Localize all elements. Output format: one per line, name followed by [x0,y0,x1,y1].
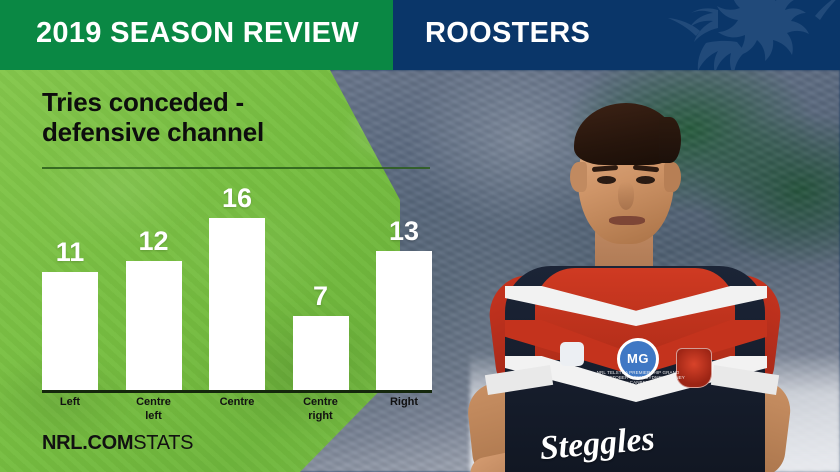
chart-axis-line [42,390,432,393]
header-team-name: ROOSTERS [425,17,591,49]
bar-column: 16 [209,183,265,392]
bar [125,261,182,392]
player-figure: MG NRL TELSTRA PREMIERSHIP GRAND FINAL O… [0,70,840,472]
player-eye-right [636,176,655,184]
player-nose [618,182,634,210]
x-axis-label: Centre right [303,396,338,422]
x-axis-label: Right [389,396,419,408]
bar-value-label: 12 [138,226,169,256]
jersey-grand-final-print: NRL TELSTRA PREMIERSHIP GRAND FINAL OCTO… [591,370,685,385]
bar [292,316,349,392]
bar [42,272,98,392]
title-divider [42,167,430,169]
player-ear-left [570,162,587,192]
player-ear-right [664,162,681,192]
bar-value-label: 13 [388,216,420,246]
bar-column: 11 [42,184,98,392]
bar [376,251,432,392]
club-crest-icon [676,348,712,388]
x-axis-label: Left [59,396,81,408]
player-mouth [609,216,645,225]
bar-column: 12 [125,184,182,392]
page-title: Tries conceded - defensive channel [42,87,402,148]
header-navy-band [393,0,840,70]
header-green-band [0,0,393,70]
bar-column: 7 [292,184,349,392]
header-title: 2019 SEASON REVIEW [36,17,359,49]
bar-chart: 11 12 16 7 13 [42,182,432,392]
player-hair [574,103,681,165]
brand-stats: STATS [133,432,194,454]
bar-value-label: 7 [312,281,329,311]
nrl-logo-icon [560,342,584,366]
x-axis-label: Centre [219,396,255,408]
brand-nrl-com: NRL.COM [42,432,134,454]
bar-value-label: 11 [55,237,85,267]
mg-sponsor-badge: MG [617,338,659,380]
chart-x-axis-labels: Left Centre left Centre Centre right Right [42,396,432,436]
page-title-line-1: Tries conceded - [42,87,244,117]
bar-value-label: 16 [221,183,253,213]
player-eye-left [597,176,616,184]
bar-column: 13 [376,184,432,392]
rooster-logo-icon [668,0,836,70]
nrl-stats-branding: NRL.COMSTATS [42,432,194,455]
stats-panel [0,70,400,472]
page-title-line-2: defensive channel [42,117,265,148]
bar [209,218,265,392]
x-axis-label: Centre left [136,396,171,422]
bar-chart-columns: 11 12 16 7 13 [42,183,432,392]
